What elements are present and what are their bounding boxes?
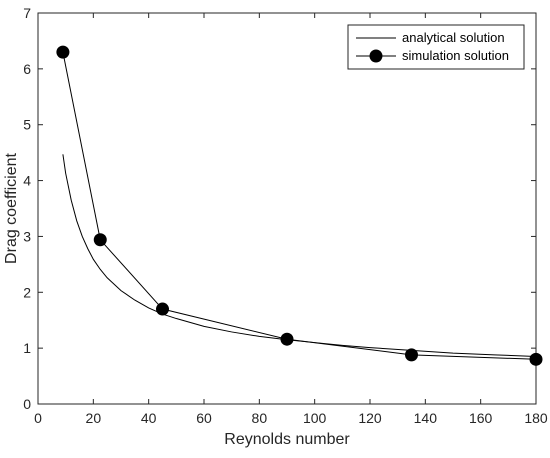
y-tick-label: 6	[23, 61, 31, 77]
simulation-data-point	[156, 302, 169, 316]
simulation-solution-line	[62, 52, 537, 360]
x-tick-label: 160	[469, 410, 493, 426]
x-tick-label: 80	[252, 410, 268, 426]
legend-label-simulation: simulation solution	[402, 48, 509, 63]
x-tick-label: 20	[86, 410, 102, 426]
x-tick-label: 60	[196, 410, 212, 426]
x-tick-label: 0	[34, 410, 42, 426]
axis-ticks	[37, 12, 537, 405]
y-tick-label: 0	[23, 396, 31, 412]
simulation-data-point	[405, 348, 418, 362]
y-tick-label: 4	[23, 173, 31, 189]
x-tick-label: 120	[358, 410, 382, 426]
simulation-data-point	[93, 233, 107, 247]
y-tick-label: 3	[23, 228, 31, 244]
y-tick-label: 7	[23, 5, 31, 21]
x-tick-label: 180	[524, 410, 548, 426]
y-tick-label: 2	[23, 284, 31, 300]
x-tick-label: 140	[414, 410, 438, 426]
plot-area: 0 20 40 60 80 100 120 140 160 180 0 1 2 3 4 5 6 7	[23, 5, 548, 426]
y-tick-label: 5	[23, 117, 31, 133]
x-tick-label: 100	[303, 410, 327, 426]
legend: analytical solution simulation solution	[347, 24, 525, 70]
series-group	[56, 45, 543, 366]
legend-marker-simulation	[369, 49, 383, 63]
y-axis-label: Drag coefficient	[3, 153, 20, 264]
y-tick-labels: 0 1 2 3 4 5 6 7	[23, 5, 31, 412]
x-tick-label: 40	[141, 410, 157, 426]
simulation-data-point	[529, 352, 543, 366]
x-axis-label: Reynolds number	[224, 431, 350, 448]
y-tick-label: 1	[23, 340, 31, 356]
legend-label-analytical: analytical solution	[402, 30, 505, 45]
simulation-data-point	[280, 332, 294, 346]
simulation-data-point	[56, 45, 70, 59]
x-tick-labels: 0 20 40 60 80 100 120 140 160 180	[34, 410, 548, 426]
